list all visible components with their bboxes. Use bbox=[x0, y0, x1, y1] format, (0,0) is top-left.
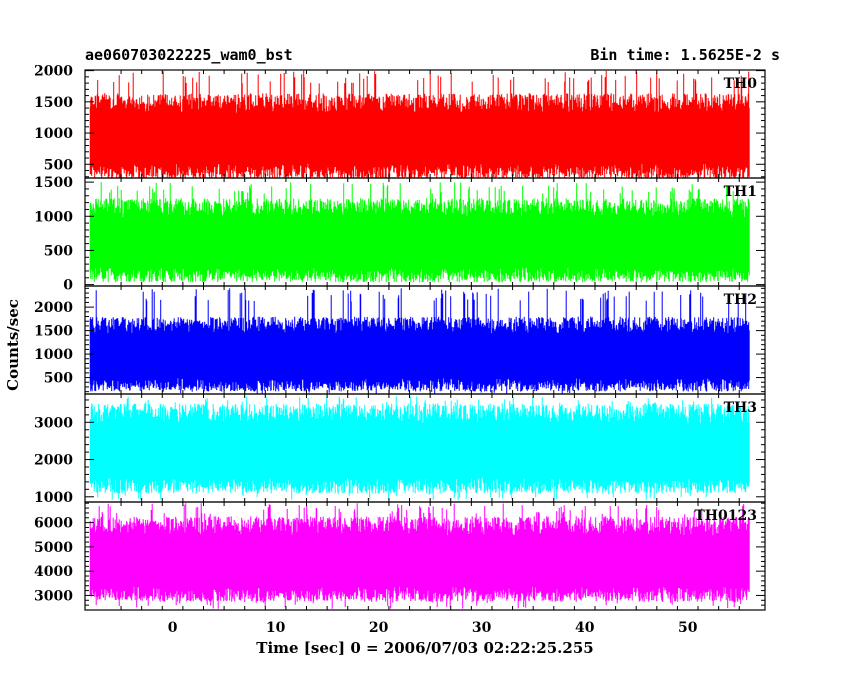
panel-frame bbox=[84, 501, 766, 611]
panel-label: TH1 bbox=[724, 184, 757, 200]
y-tick-label: 1500 bbox=[34, 175, 73, 191]
x-tick-label: 50 bbox=[678, 620, 698, 636]
x-axis-title: Time [sec] 0 = 2006/07/03 02:22:25.255 bbox=[256, 639, 593, 657]
y-tick-label: 500 bbox=[44, 371, 73, 387]
x-tick-label: 0 bbox=[168, 620, 178, 636]
panel-th3: 1000 2000 3000 TH3 bbox=[34, 393, 766, 506]
panel-label: TH3 bbox=[724, 400, 757, 416]
panel-th1: 0 500 1000 1500 TH1 bbox=[34, 175, 766, 294]
y-tick-label: 1000 bbox=[34, 126, 73, 142]
x-tick-label: 10 bbox=[266, 620, 286, 636]
x-tick-label: 40 bbox=[575, 620, 595, 636]
panel-th0: 500 1000 1500 2000 TH0 bbox=[34, 64, 766, 179]
panel-label: TH2 bbox=[724, 292, 757, 308]
series-th2 bbox=[89, 288, 750, 394]
y-tick-label: 1000 bbox=[34, 209, 73, 225]
y-tick-label: 3000 bbox=[34, 588, 73, 604]
panels-group: 500 1000 1500 2000 TH0 0 500 1000 1500 TH1 500 1000… bbox=[34, 64, 766, 611]
y-tick-label: 2000 bbox=[34, 64, 73, 80]
y-tick-label: 500 bbox=[44, 157, 73, 173]
y-tick-label: 4000 bbox=[34, 564, 73, 580]
series-th0 bbox=[89, 70, 750, 178]
panel-label: TH0123 bbox=[694, 508, 757, 524]
series-th3 bbox=[89, 396, 750, 501]
y-tick-label: 500 bbox=[44, 243, 73, 259]
y-tick-label: 2000 bbox=[34, 453, 73, 469]
y-tick-label: 1000 bbox=[34, 490, 73, 506]
series-th1 bbox=[89, 182, 750, 283]
x-axis: 0 10 20 30 40 50 bbox=[168, 620, 698, 636]
y-tick-label: 6000 bbox=[34, 516, 73, 532]
x-tick-label: 20 bbox=[369, 620, 389, 636]
panel-label: TH0 bbox=[724, 76, 758, 92]
y-tick-label: 5000 bbox=[34, 540, 73, 556]
y-tick-label: 1500 bbox=[34, 95, 73, 111]
y-tick-label: 0 bbox=[63, 278, 73, 294]
panel-th0123: 3000 4000 5000 6000 TH0123 bbox=[34, 501, 766, 611]
x-tick-label: 30 bbox=[472, 620, 492, 636]
series-th0123 bbox=[89, 503, 750, 609]
panel-th2: 500 1000 1500 2000 TH2 bbox=[34, 285, 766, 395]
y-tick-label: 3000 bbox=[34, 415, 73, 431]
observation-title: ae060703022225_wam0_bst bbox=[85, 46, 293, 64]
y-tick-label: 1000 bbox=[34, 347, 73, 363]
y-axis-title: Counts/sec bbox=[4, 299, 22, 391]
y-tick-label: 1500 bbox=[34, 324, 73, 340]
y-tick-label: 2000 bbox=[34, 300, 73, 316]
bin-time-label: Bin time: 1.5625E-2 s bbox=[590, 46, 780, 64]
